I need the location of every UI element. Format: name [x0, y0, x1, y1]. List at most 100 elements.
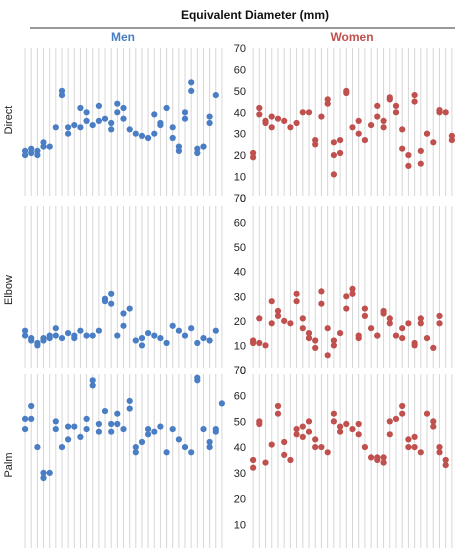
data-point	[386, 418, 393, 425]
data-point	[330, 342, 337, 349]
data-point	[436, 312, 443, 319]
data-point	[28, 337, 35, 344]
data-point	[200, 143, 207, 150]
data-point	[65, 423, 72, 430]
data-point	[250, 456, 257, 464]
data-point	[380, 117, 387, 124]
data-point	[108, 290, 115, 297]
data-point	[318, 113, 325, 120]
y-tick-label: 20	[234, 494, 246, 506]
data-point	[101, 408, 109, 415]
data-point	[262, 119, 269, 127]
data-point	[312, 436, 319, 443]
data-point	[151, 111, 158, 118]
data-point	[138, 342, 146, 349]
data-point	[40, 139, 47, 146]
data-point	[34, 147, 41, 154]
data-point	[386, 315, 393, 322]
data-point	[89, 332, 96, 339]
data-point	[330, 139, 337, 146]
data-point	[324, 449, 331, 456]
data-point	[132, 449, 139, 456]
data-point	[175, 147, 182, 154]
data-point	[157, 122, 164, 129]
data-point	[126, 397, 133, 404]
data-point	[120, 322, 127, 329]
data-point	[114, 100, 121, 107]
data-point	[40, 143, 47, 150]
data-point	[343, 293, 350, 300]
data-point	[77, 433, 84, 440]
data-point	[274, 307, 282, 315]
data-point	[181, 109, 189, 116]
data-point	[126, 305, 133, 312]
data-point	[355, 420, 362, 428]
data-point	[305, 335, 313, 342]
data-point	[132, 130, 139, 137]
panel-palm-men	[22, 374, 225, 548]
y-tick-label: 60	[234, 64, 246, 76]
data-point	[138, 438, 146, 446]
data-point	[430, 344, 437, 351]
data-point	[256, 104, 263, 112]
data-point	[380, 459, 387, 466]
data-point	[405, 444, 412, 451]
chart-title: Equivalent Diameter (mm)	[181, 8, 329, 22]
data-point	[268, 441, 275, 448]
data-point	[188, 449, 195, 456]
data-point	[101, 298, 109, 305]
y-tick-label: 20	[234, 150, 246, 162]
data-point	[305, 109, 313, 116]
data-point	[89, 377, 96, 384]
data-point	[274, 402, 282, 410]
data-point	[380, 310, 387, 317]
data-point	[337, 330, 344, 337]
data-point	[138, 132, 146, 139]
data-point	[83, 332, 90, 339]
y-tick-label: 40	[234, 267, 246, 279]
row-label-direct: Direct	[3, 106, 15, 135]
data-point	[34, 444, 41, 451]
data-point	[250, 339, 257, 347]
data-point	[256, 339, 263, 347]
y-tick-label: 30	[234, 291, 246, 303]
panels	[22, 48, 455, 548]
data-point	[256, 420, 263, 428]
data-point	[405, 320, 412, 327]
data-point	[436, 444, 443, 451]
data-point	[138, 335, 146, 342]
y-tick-label: 50	[234, 242, 246, 254]
data-point	[386, 320, 393, 327]
data-point	[349, 124, 356, 131]
panel-direct-men	[22, 48, 223, 196]
data-point	[411, 339, 418, 347]
data-point	[212, 327, 219, 334]
data-point	[169, 134, 176, 142]
data-point	[374, 113, 381, 120]
panel-elbow-women	[250, 206, 453, 368]
data-point	[108, 428, 115, 435]
row-label-elbow: Elbow	[3, 275, 15, 305]
data-point	[305, 330, 313, 337]
data-point	[299, 315, 306, 322]
y-tick-label: 70	[234, 365, 246, 377]
data-point	[83, 109, 90, 116]
data-point	[114, 109, 121, 116]
data-point	[40, 337, 47, 344]
data-point	[145, 330, 152, 337]
data-point	[374, 332, 381, 339]
data-point	[293, 290, 300, 297]
y-tick-label: 40	[234, 442, 246, 454]
data-point	[114, 332, 121, 339]
data-point	[355, 130, 362, 137]
data-point	[120, 104, 127, 112]
data-point	[318, 444, 325, 451]
data-point	[399, 145, 406, 152]
data-point	[318, 300, 325, 307]
data-point	[169, 322, 176, 329]
data-point	[399, 402, 406, 410]
data-point	[250, 464, 257, 471]
panel-direct-women	[250, 48, 455, 196]
data-point	[58, 335, 66, 342]
data-point	[52, 418, 59, 425]
